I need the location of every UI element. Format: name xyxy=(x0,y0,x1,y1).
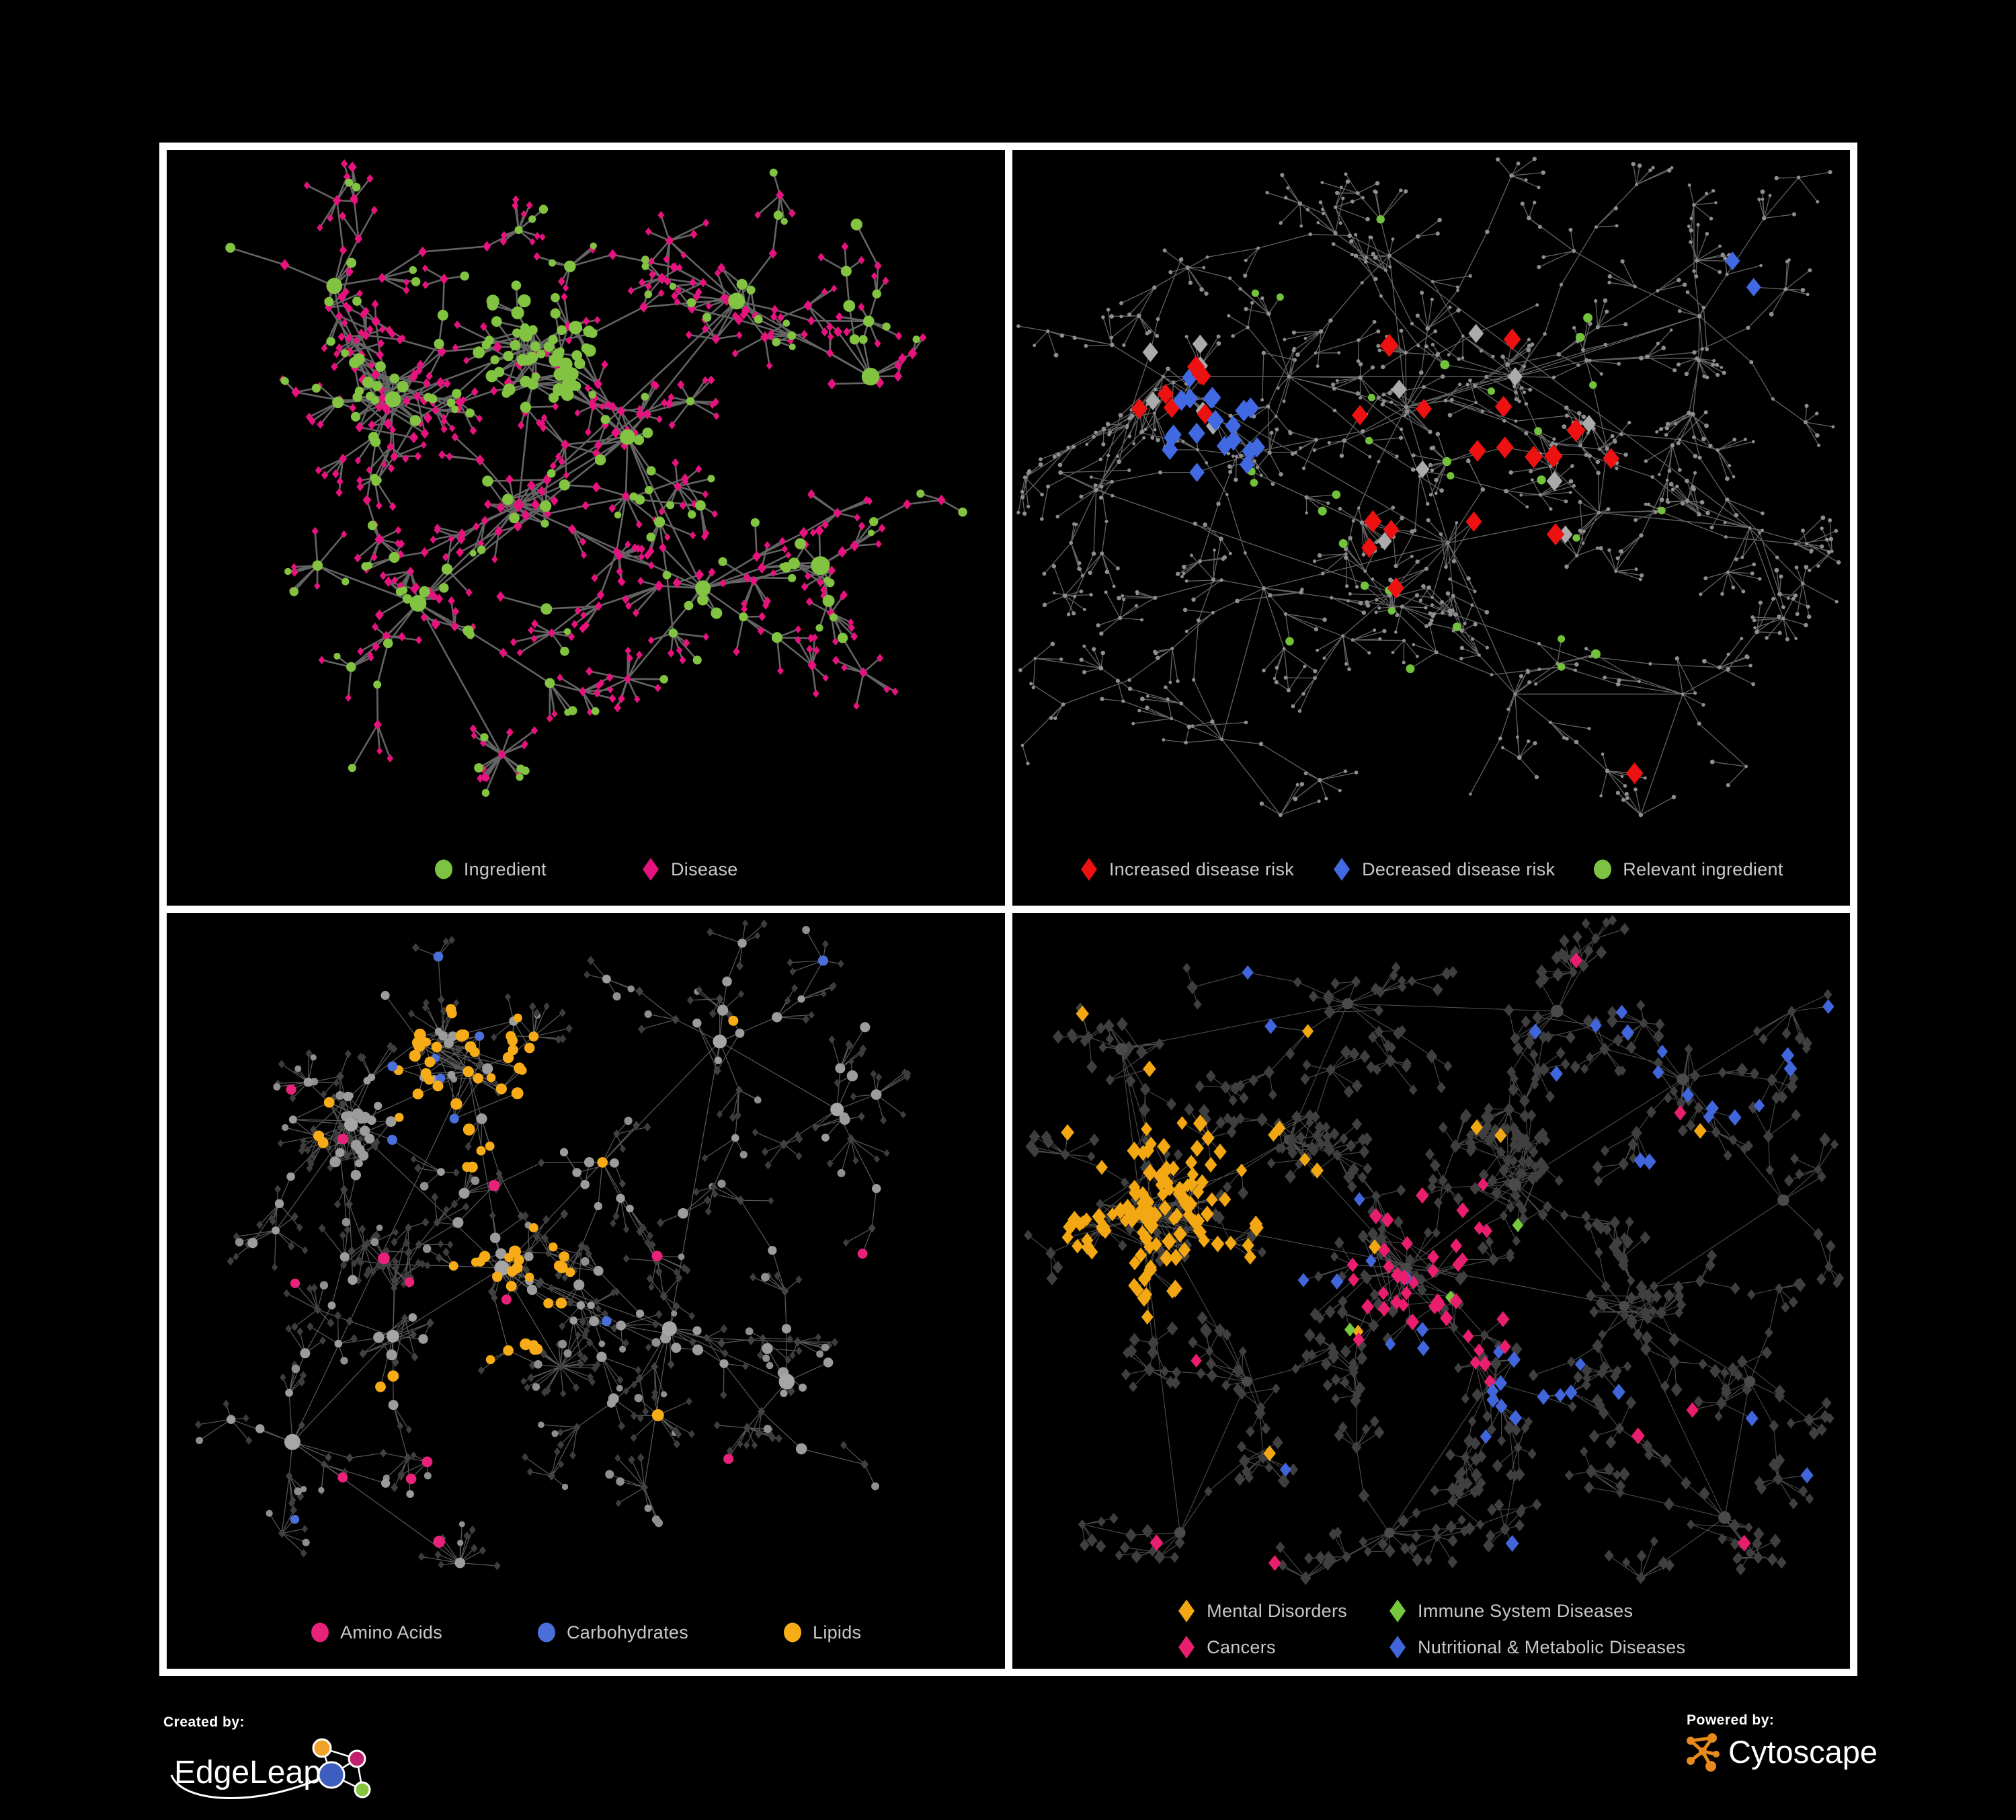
network-canvas-ingredients-diseases xyxy=(225,159,967,797)
legend-label-increased-disease-risk: Increased disease risk xyxy=(1108,859,1295,879)
legend-disease-categories: Mental Disorders Immune System Diseases Ca… xyxy=(1012,1599,1851,1659)
legend-label-carbohydrates: Carbohydrates xyxy=(567,1622,688,1643)
cytoscape-network-icon xyxy=(1687,1733,1720,1772)
created-by-label: Created by: xyxy=(163,1714,245,1730)
powered-by-block: Powered by: Cytoscape xyxy=(1684,1712,1878,1772)
cancers-swatch-icon xyxy=(1178,1636,1195,1659)
legend-item-ingredient: Ingredient xyxy=(434,857,547,881)
legend-label-amino-acids: Amino Acids xyxy=(340,1622,442,1643)
relevant-ingredient-swatch-icon xyxy=(1594,859,1612,879)
edgeleap-swoosh xyxy=(170,1770,336,1799)
legend-item-amino-acids: Amino Acids xyxy=(310,1620,442,1645)
legend-label-immune-system-diseases: Immune System Diseases xyxy=(1418,1600,1634,1621)
legend-item-mental-disorders: Mental Disorders xyxy=(1176,1599,1347,1623)
edgeleap-network-icon xyxy=(312,1738,371,1798)
carbohydrates-swatch-icon xyxy=(538,1622,555,1643)
legend-label-lipids: Lipids xyxy=(813,1622,862,1643)
decreased-disease-risk-swatch-icon xyxy=(1334,858,1350,881)
powered-by-label: Powered by: xyxy=(1687,1712,1775,1728)
increased-disease-risk-swatch-icon xyxy=(1080,858,1097,881)
immune-system-diseases-swatch-icon xyxy=(1389,1599,1406,1622)
legend-item-decreased-disease-risk: Decreased disease risk xyxy=(1332,857,1555,881)
legend-label-ingredient: Ingredient xyxy=(463,859,547,879)
legend-label-disease: Disease xyxy=(670,859,738,879)
figure-grid: Ingredient Disease Increased disease risk… xyxy=(159,143,1857,1676)
legend-label-decreased-disease-risk: Decreased disease risk xyxy=(1362,859,1556,879)
legend-item-carbohydrates: Carbohydrates xyxy=(536,1620,688,1645)
legend-label-cancers: Cancers xyxy=(1207,1636,1276,1657)
lipids-swatch-icon xyxy=(784,1622,801,1643)
nutritional-metabolic-diseases-swatch-icon xyxy=(1389,1636,1406,1659)
network-edges xyxy=(1017,158,1839,816)
legend-disease-risk: Increased disease risk Decreased disease … xyxy=(1012,857,1851,881)
mental-disorders-swatch-icon xyxy=(1178,1599,1195,1622)
panel-ingredients-diseases: Ingredient Disease xyxy=(167,150,1005,906)
disease-swatch-icon xyxy=(642,858,659,881)
amino-acids-swatch-icon xyxy=(311,1622,329,1643)
legend-nutrient-classes: Amino Acids Carbohydrates Lipids xyxy=(167,1620,1005,1645)
panel-disease-categories: Mental Disorders Immune System Diseases Ca… xyxy=(1012,913,1851,1669)
legend-item-nutritional-metabolic-diseases: Nutritional & Metabolic Diseases xyxy=(1387,1635,1685,1659)
edgeleap-logo: EdgeLeap xyxy=(163,1733,392,1814)
cytoscape-logo: Cytoscape xyxy=(1684,1731,1878,1772)
legend-item-relevant-ingredient: Relevant ingredient xyxy=(1592,857,1783,881)
network-nodes xyxy=(225,159,967,797)
network-canvas-disease-risk xyxy=(1016,157,1841,818)
panel-nutrient-classes: Amino Acids Carbohydrates Lipids xyxy=(167,913,1005,1669)
legend-label-relevant-ingredient: Relevant ingredient xyxy=(1623,859,1783,879)
legend-item-disease: Disease xyxy=(641,857,738,881)
legend-item-increased-disease-risk: Increased disease risk xyxy=(1079,857,1294,881)
edgeleap-logo-text: EdgeLeap xyxy=(174,1755,321,1790)
ingredient-swatch-icon xyxy=(434,859,452,879)
network-canvas-disease-categories xyxy=(1023,914,1844,1585)
legend-item-cancers: Cancers xyxy=(1176,1635,1347,1659)
panel-disease-risk: Increased disease risk Decreased disease … xyxy=(1012,150,1851,906)
edgeleap-logo-graphic: EdgeLeap xyxy=(170,1738,371,1799)
network-canvas-nutrient-classes xyxy=(194,919,912,1571)
legend-item-lipids: Lipids xyxy=(782,1620,861,1645)
legend-label-mental-disorders: Mental Disorders xyxy=(1207,1600,1348,1621)
cytoscape-logo-text: Cytoscape xyxy=(1728,1733,1878,1770)
legend-label-nutritional-metabolic-diseases: Nutritional & Metabolic Diseases xyxy=(1418,1636,1686,1657)
legend-ingredients-diseases: Ingredient Disease xyxy=(167,857,1005,881)
legend-item-immune-system-diseases: Immune System Diseases xyxy=(1387,1599,1685,1623)
network-nodes xyxy=(194,919,912,1571)
created-by-block: Created by: EdgeLeap xyxy=(163,1714,392,1814)
network-nodes xyxy=(1023,914,1844,1585)
